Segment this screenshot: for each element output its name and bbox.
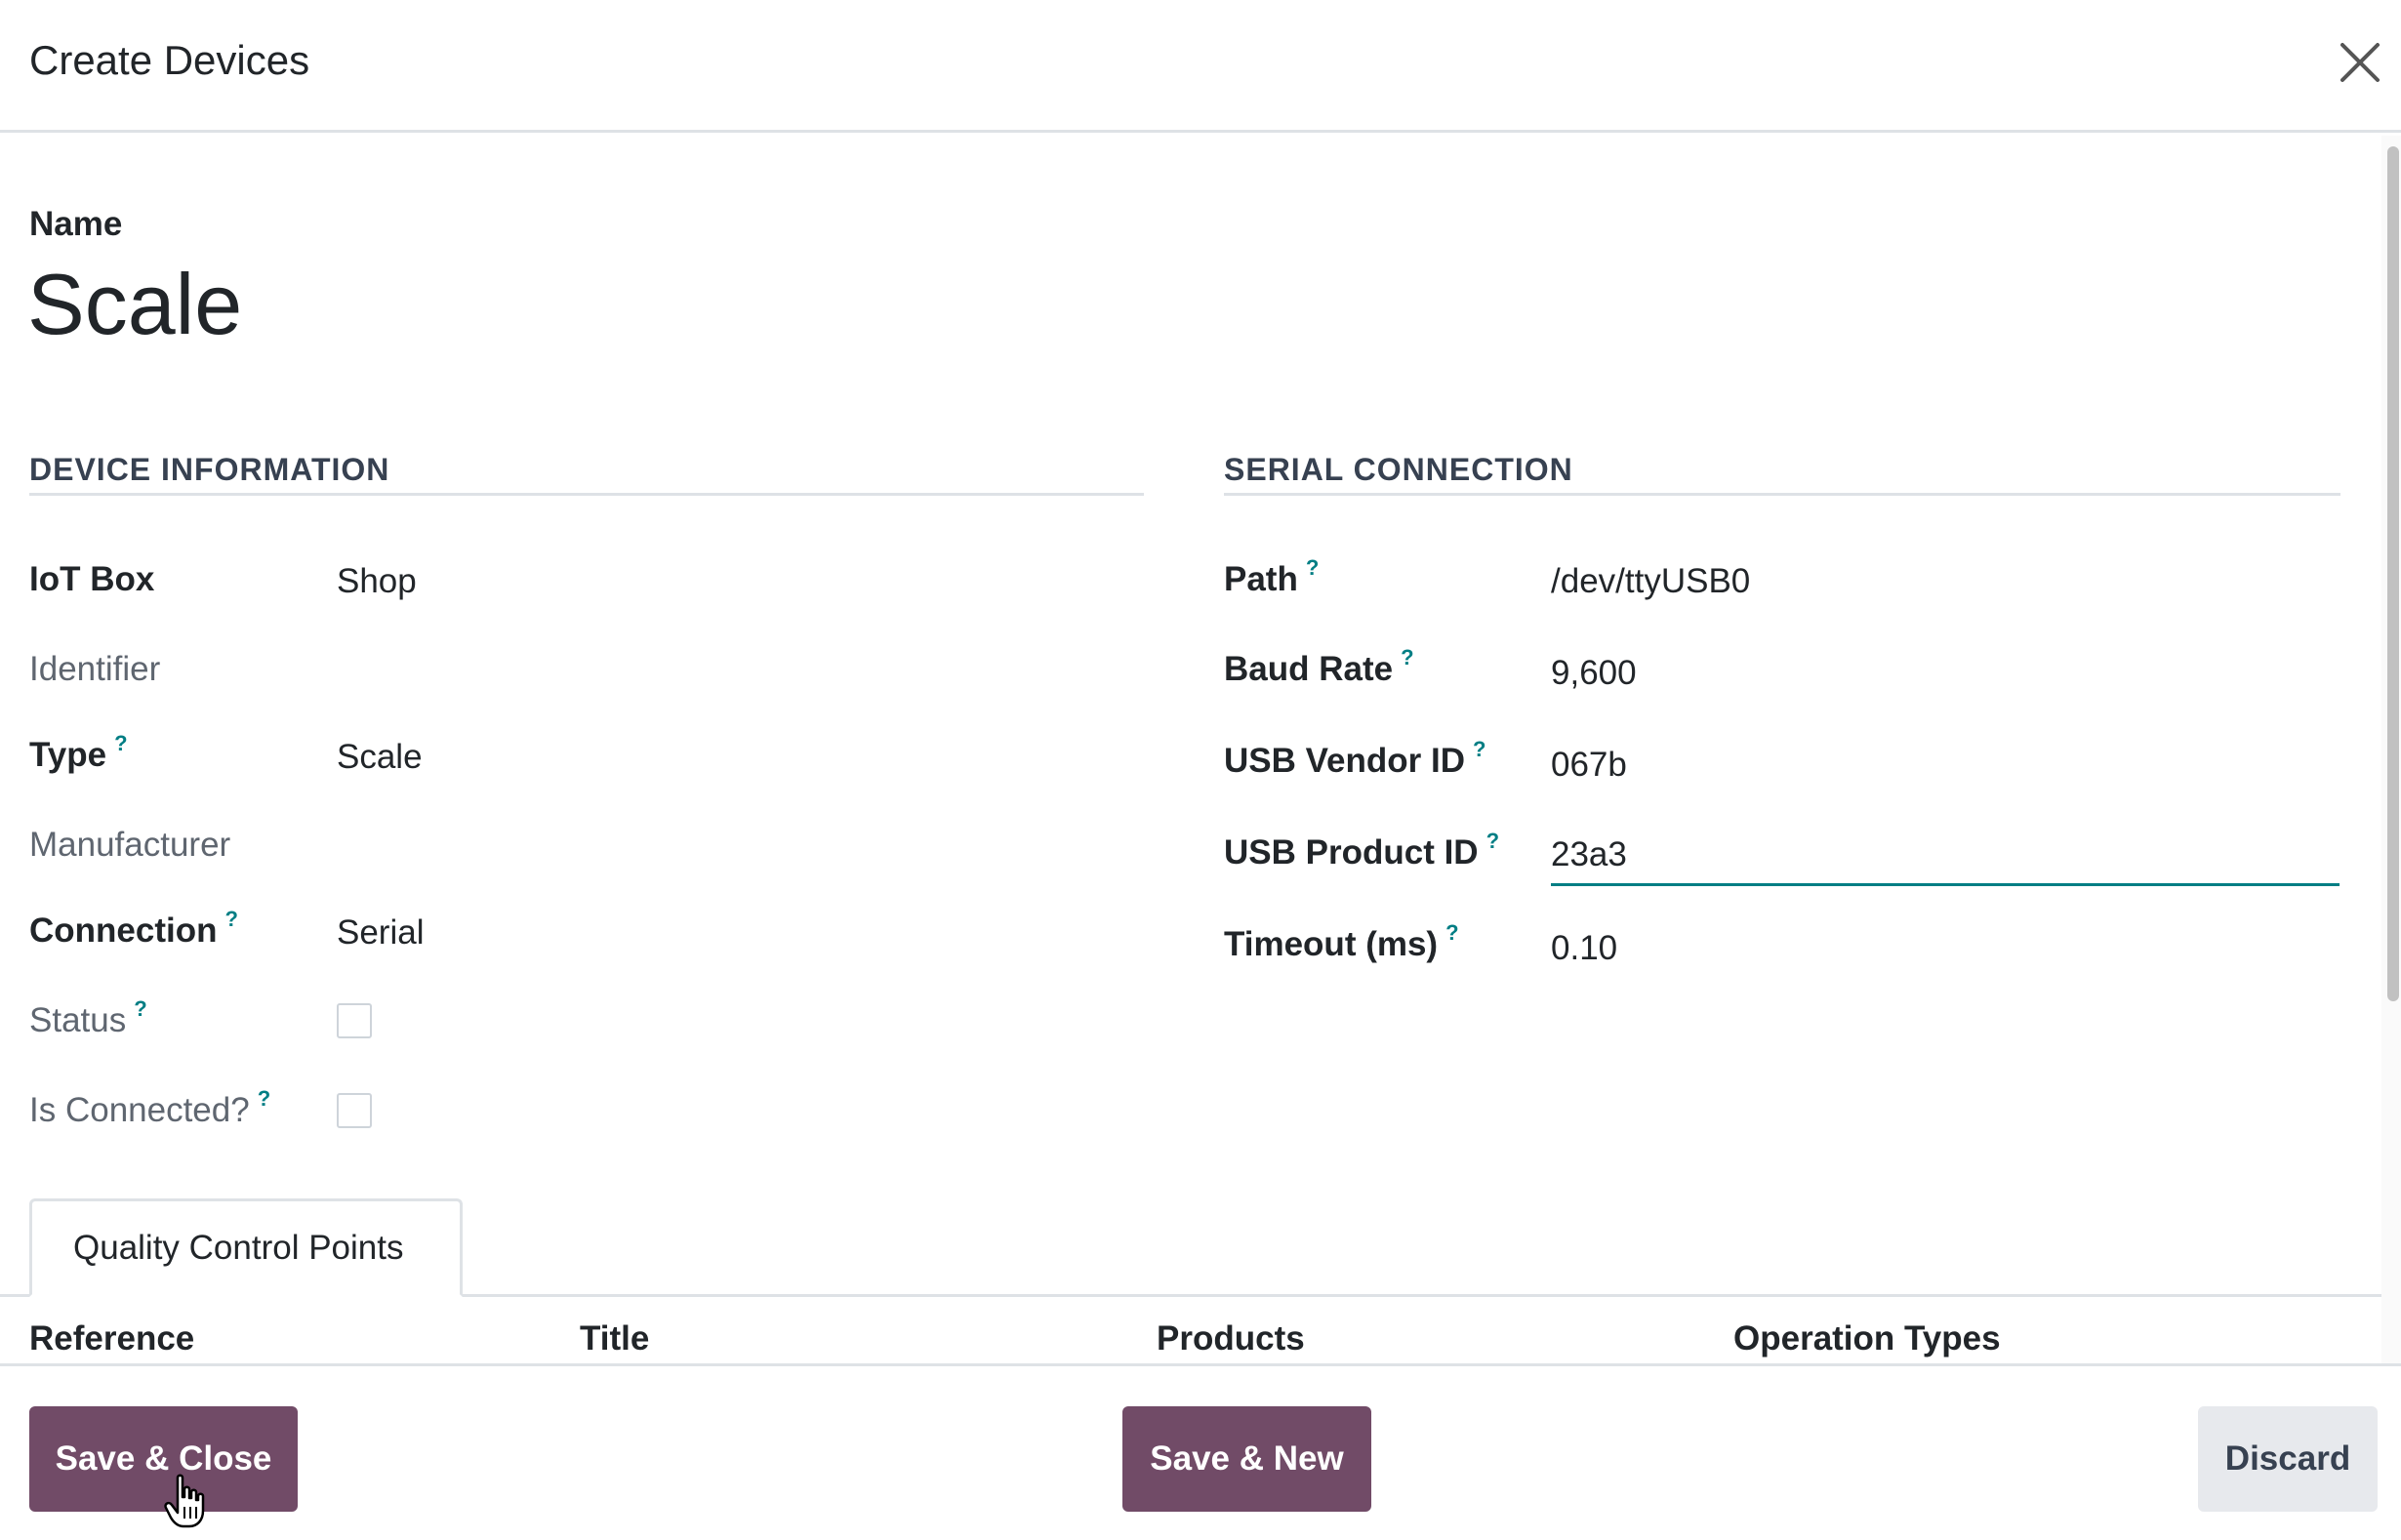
tab-quality-control-points[interactable]: Quality Control Points bbox=[29, 1198, 463, 1297]
column-header-reference[interactable]: Reference bbox=[29, 1319, 195, 1358]
column-header-operation-types[interactable]: Operation Types bbox=[1733, 1319, 2001, 1358]
usb-vendor-id-label: USB Vendor ID? bbox=[1224, 737, 1486, 780]
close-button[interactable] bbox=[2333, 35, 2387, 90]
path-help-icon[interactable]: ? bbox=[1305, 555, 1320, 580]
device-information-divider bbox=[29, 493, 1144, 496]
status-checkbox[interactable] bbox=[337, 1003, 372, 1038]
usb-product-id-field[interactable]: 23a3 bbox=[1551, 835, 2340, 886]
path-label: Path? bbox=[1224, 555, 1320, 598]
timeout-help-icon[interactable]: ? bbox=[1445, 920, 1459, 945]
baud-rate-field[interactable]: 9,600 bbox=[1551, 654, 1637, 692]
close-icon bbox=[2340, 43, 2380, 82]
connection-field[interactable]: Serial bbox=[337, 913, 425, 952]
name-label: Name bbox=[29, 205, 123, 243]
serial-connection-title: SERIAL CONNECTION bbox=[1224, 452, 1573, 487]
timeout-label: Timeout (ms)? bbox=[1224, 920, 1459, 963]
baud-rate-label: Baud Rate? bbox=[1224, 645, 1414, 688]
iot-box-label: IoT Box bbox=[29, 560, 155, 598]
timeout-field[interactable]: 0.10 bbox=[1551, 929, 1618, 967]
hand-pointer-icon bbox=[164, 1474, 205, 1528]
usb-product-id-label: USB Product ID? bbox=[1224, 829, 1500, 871]
connection-label: Connection? bbox=[29, 907, 238, 950]
identifier-label: Identifier bbox=[29, 650, 161, 688]
tab-label: Quality Control Points bbox=[73, 1229, 404, 1267]
serial-connection-divider bbox=[1224, 493, 2340, 496]
status-help-icon[interactable]: ? bbox=[134, 996, 147, 1021]
identifier-field[interactable] bbox=[337, 650, 1118, 693]
dialog-title: Create Devices bbox=[29, 37, 310, 83]
column-header-products[interactable]: Products bbox=[1157, 1319, 1305, 1358]
save-close-button[interactable]: Save & Close bbox=[29, 1406, 298, 1512]
type-field[interactable]: Scale bbox=[337, 738, 423, 776]
scrollbar-thumb[interactable] bbox=[2387, 146, 2399, 1001]
baud-rate-help-icon[interactable]: ? bbox=[1401, 645, 1414, 669]
status-label: Status? bbox=[29, 996, 147, 1039]
is-connected-help-icon[interactable]: ? bbox=[257, 1086, 271, 1111]
manufacturer-label: Manufacturer bbox=[29, 826, 231, 864]
dialog-header: Create Devices bbox=[0, 0, 2401, 133]
save-new-button[interactable]: Save & New bbox=[1122, 1406, 1371, 1512]
usb-product-id-help-icon[interactable]: ? bbox=[1485, 829, 1500, 853]
discard-button[interactable]: Discard bbox=[2198, 1406, 2378, 1512]
type-help-icon[interactable]: ? bbox=[114, 731, 128, 755]
type-label: Type? bbox=[29, 731, 128, 774]
usb-vendor-id-field[interactable]: 067b bbox=[1551, 746, 1627, 784]
usb-vendor-id-help-icon[interactable]: ? bbox=[1472, 737, 1486, 761]
is-connected-checkbox[interactable] bbox=[337, 1093, 372, 1128]
column-header-title[interactable]: Title bbox=[580, 1319, 650, 1358]
tabs-divider bbox=[0, 1294, 2381, 1297]
connection-help-icon[interactable]: ? bbox=[224, 907, 238, 931]
name-input[interactable]: Scale bbox=[27, 256, 243, 352]
manufacturer-field[interactable] bbox=[337, 826, 1118, 869]
device-information-title: DEVICE INFORMATION bbox=[29, 452, 390, 487]
is-connected-label: Is Connected?? bbox=[29, 1086, 271, 1129]
iot-box-field[interactable]: Shop bbox=[337, 562, 417, 600]
path-field[interactable]: /dev/ttyUSB0 bbox=[1551, 562, 1751, 600]
